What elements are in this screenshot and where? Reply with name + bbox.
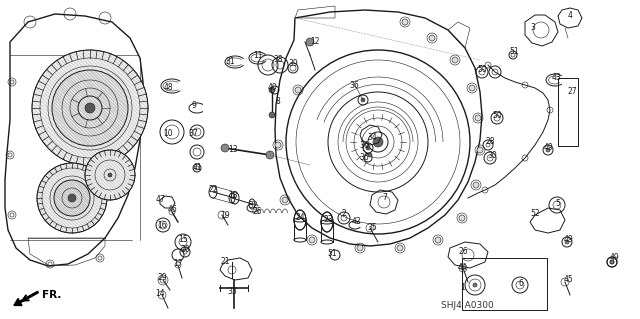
Circle shape [473, 182, 479, 188]
Text: 3: 3 [531, 23, 536, 32]
Text: 38: 38 [273, 56, 283, 64]
Text: 32: 32 [248, 202, 258, 211]
Text: 12: 12 [310, 38, 320, 47]
Text: 46: 46 [167, 205, 177, 214]
Text: 45: 45 [563, 276, 573, 285]
Text: 49: 49 [609, 254, 619, 263]
Text: 35: 35 [367, 224, 377, 233]
Text: 36: 36 [359, 142, 369, 151]
Circle shape [32, 50, 148, 166]
Text: 40: 40 [268, 84, 278, 93]
Circle shape [473, 283, 477, 287]
Text: 25: 25 [252, 207, 262, 217]
Text: 13: 13 [228, 145, 238, 154]
Circle shape [85, 103, 95, 113]
Text: 34: 34 [367, 133, 377, 143]
Text: 36: 36 [359, 152, 369, 161]
Bar [558, 78, 578, 146]
Circle shape [402, 19, 408, 25]
Text: 37: 37 [188, 129, 198, 137]
Circle shape [469, 85, 475, 91]
Text: 9: 9 [191, 100, 196, 109]
Text: 52: 52 [530, 209, 540, 218]
Text: 10: 10 [163, 129, 173, 137]
Circle shape [366, 146, 370, 150]
Text: 36: 36 [349, 80, 359, 90]
Circle shape [37, 163, 107, 233]
Circle shape [477, 147, 483, 153]
Text: 24: 24 [295, 213, 305, 222]
Text: 16: 16 [157, 220, 167, 229]
Text: 51: 51 [509, 48, 519, 56]
Text: 14: 14 [155, 288, 165, 298]
Text: 4: 4 [568, 11, 572, 20]
Text: 39: 39 [288, 58, 298, 68]
Text: 23: 23 [323, 216, 333, 225]
Text: 47: 47 [155, 195, 165, 204]
Circle shape [357, 245, 363, 251]
Text: 8: 8 [276, 98, 280, 107]
Text: 49: 49 [563, 235, 573, 244]
Text: 7: 7 [383, 194, 387, 203]
Circle shape [269, 87, 275, 93]
Circle shape [282, 197, 288, 203]
Circle shape [452, 57, 458, 63]
Text: 5: 5 [556, 198, 561, 207]
Text: 6: 6 [518, 278, 524, 287]
Text: 20: 20 [180, 246, 190, 255]
Circle shape [546, 148, 550, 152]
Circle shape [85, 150, 135, 200]
Circle shape [306, 38, 314, 46]
Text: SHJ4 A0300: SHJ4 A0300 [440, 300, 493, 309]
Circle shape [610, 260, 614, 264]
Text: 44: 44 [457, 263, 467, 271]
Text: 43: 43 [551, 72, 561, 81]
Text: 29: 29 [157, 273, 167, 283]
Text: 27: 27 [567, 87, 577, 97]
Text: 1: 1 [461, 283, 465, 292]
Circle shape [435, 237, 441, 243]
Circle shape [459, 215, 465, 221]
Circle shape [373, 137, 383, 147]
Circle shape [368, 153, 372, 157]
Text: 50: 50 [492, 110, 502, 120]
Text: 31: 31 [225, 57, 235, 66]
Text: 51: 51 [327, 249, 337, 257]
Text: 49: 49 [543, 144, 553, 152]
Text: 15: 15 [178, 235, 188, 244]
Circle shape [266, 151, 274, 159]
Text: 19: 19 [220, 211, 230, 219]
Text: 28: 28 [485, 137, 495, 146]
FancyArrow shape [14, 291, 38, 306]
Text: 18: 18 [228, 191, 237, 201]
Circle shape [397, 245, 403, 251]
Circle shape [269, 112, 275, 118]
Circle shape [309, 237, 315, 243]
Text: 41: 41 [192, 164, 202, 173]
Circle shape [295, 87, 301, 93]
Text: 26: 26 [458, 248, 468, 256]
Text: 42: 42 [351, 218, 361, 226]
Circle shape [565, 240, 569, 244]
Text: 50: 50 [477, 64, 487, 73]
Circle shape [68, 194, 76, 202]
Circle shape [275, 142, 281, 148]
Text: 2: 2 [342, 209, 346, 218]
Circle shape [429, 35, 435, 41]
Text: 48: 48 [163, 84, 173, 93]
Text: FR.: FR. [42, 290, 61, 300]
Text: 33: 33 [227, 287, 237, 296]
Circle shape [475, 115, 481, 121]
Text: 22: 22 [208, 186, 218, 195]
Text: 21: 21 [220, 257, 230, 266]
Text: 17: 17 [173, 258, 183, 268]
Circle shape [108, 173, 112, 177]
Bar [462, 258, 547, 310]
Text: 30: 30 [487, 151, 497, 160]
Circle shape [221, 144, 229, 152]
Circle shape [361, 98, 365, 102]
Text: 11: 11 [253, 50, 263, 60]
